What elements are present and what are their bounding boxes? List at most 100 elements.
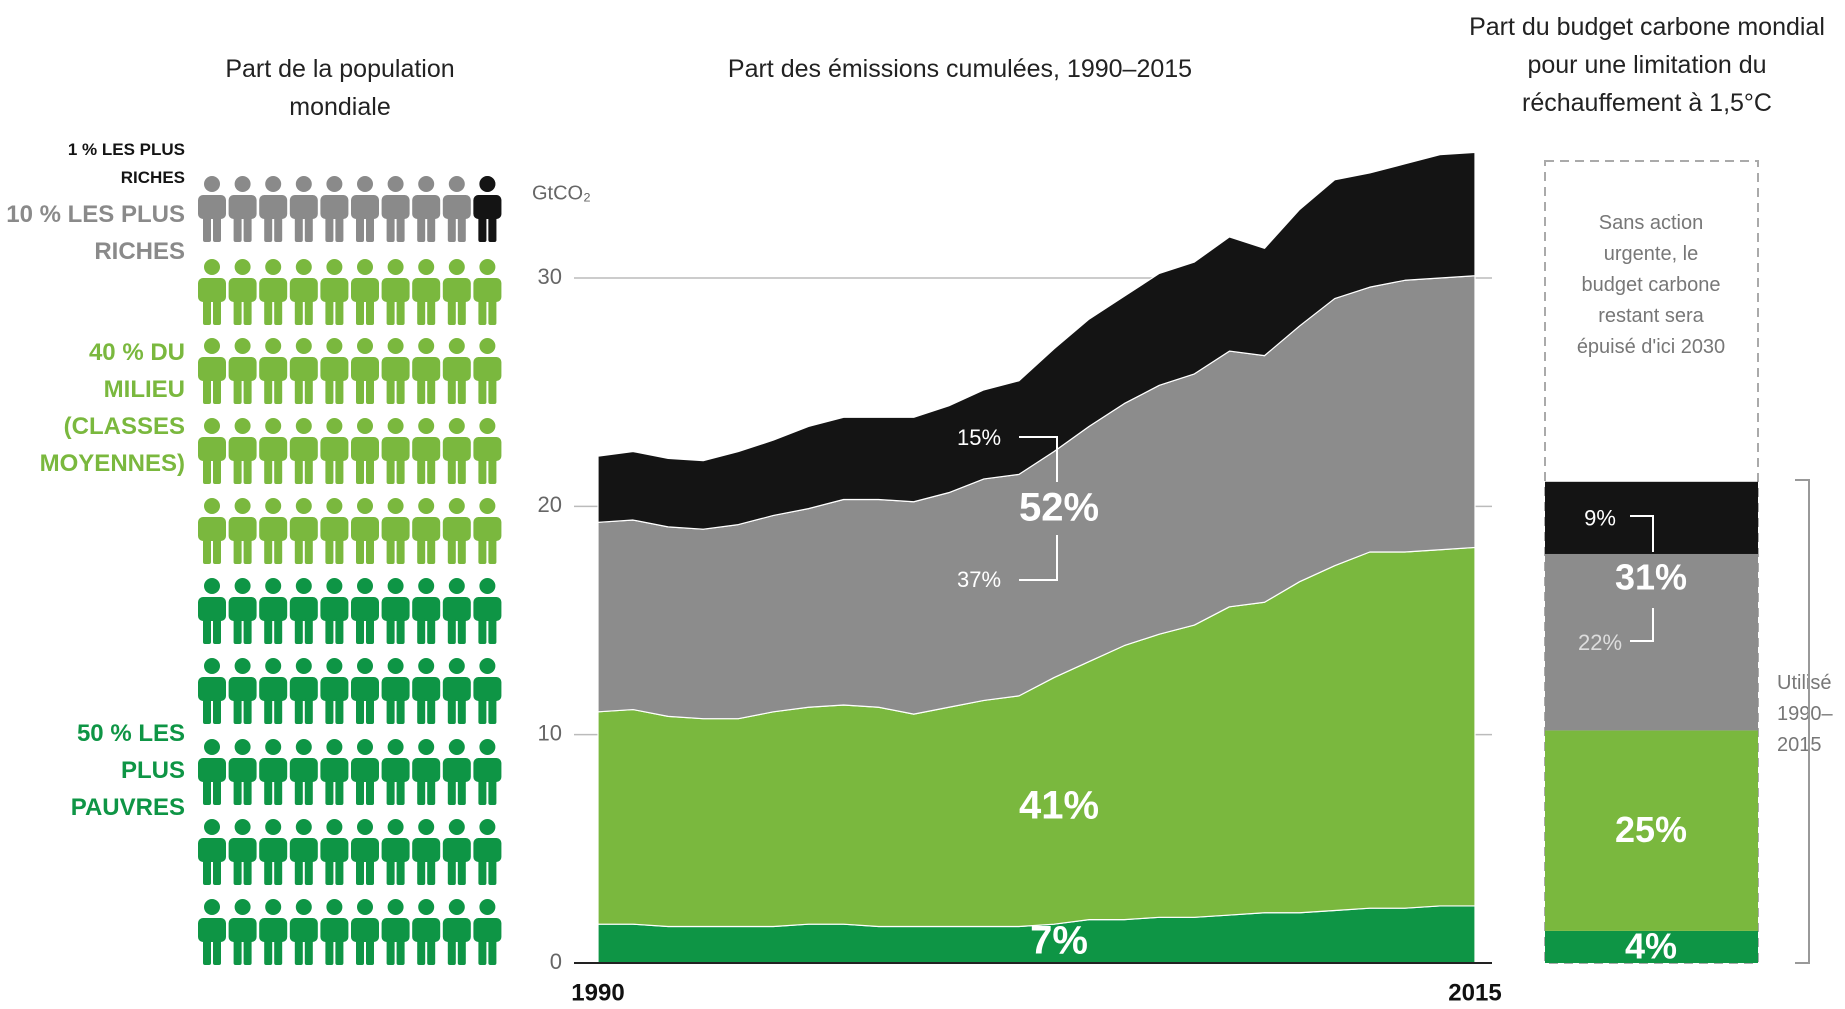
icon-leg	[233, 299, 242, 325]
person-icon	[351, 418, 379, 484]
icon-leg	[457, 299, 466, 325]
icon-leg	[366, 618, 374, 644]
icon-leg	[264, 618, 273, 644]
icon-head	[418, 578, 435, 594]
legend-label: 10 % LES PLUS RICHES	[6, 201, 185, 265]
y-tick-label: 0	[550, 949, 562, 974]
person-icon	[228, 498, 257, 564]
icon-body	[381, 758, 410, 782]
icon-body	[442, 437, 471, 461]
icon-leg	[264, 939, 273, 965]
icon-leg	[304, 216, 313, 242]
icon-body	[289, 918, 318, 942]
icon-leg	[274, 378, 283, 404]
person-icon	[351, 899, 379, 965]
icon-leg	[417, 859, 426, 885]
icon-body	[412, 918, 441, 942]
person-icon	[442, 658, 471, 724]
person-icon	[198, 739, 226, 805]
icon-body	[228, 195, 257, 219]
icon-leg	[335, 698, 344, 724]
person-icon	[412, 176, 441, 242]
icon-leg	[366, 939, 374, 965]
icon-body	[381, 677, 410, 701]
icon-leg	[396, 216, 405, 242]
person-icon	[473, 899, 502, 965]
icon-leg	[457, 618, 466, 644]
icon-leg	[478, 378, 487, 404]
person-icon	[412, 418, 441, 484]
icon-leg	[233, 216, 242, 242]
icon-body	[351, 677, 379, 701]
icon-body	[351, 838, 379, 862]
icon-leg	[427, 859, 436, 885]
icon-head	[204, 338, 220, 354]
icon-body	[412, 357, 441, 381]
icon-head	[204, 899, 220, 915]
icon-head	[479, 819, 496, 835]
icon-body	[381, 437, 410, 461]
icon-leg	[457, 458, 466, 484]
icon-body	[442, 195, 471, 219]
icon-head	[479, 578, 496, 594]
icon-leg	[417, 939, 426, 965]
icon-head	[204, 176, 220, 192]
icon-body	[473, 437, 502, 461]
icon-body	[381, 357, 410, 381]
icon-leg	[325, 779, 334, 805]
annotation: 7%	[1030, 919, 1088, 963]
icon-leg	[304, 698, 313, 724]
person-icon	[320, 259, 349, 325]
icon-head	[234, 259, 251, 275]
icon-body	[442, 677, 471, 701]
person-icon	[289, 418, 318, 484]
icon-leg	[366, 698, 374, 724]
icon-leg	[447, 216, 456, 242]
icon-head	[265, 899, 282, 915]
icon-body	[351, 597, 379, 621]
icon-leg	[356, 859, 364, 885]
icon-leg	[243, 698, 252, 724]
icon-leg	[457, 779, 466, 805]
icon-leg	[417, 458, 426, 484]
person-icon	[381, 658, 410, 724]
value-label: 25%	[1615, 809, 1687, 850]
icon-head	[479, 498, 496, 514]
icon-leg	[396, 859, 405, 885]
icon-leg	[213, 698, 221, 724]
icon-body	[381, 517, 410, 541]
icon-leg	[386, 216, 395, 242]
icon-leg	[203, 859, 211, 885]
person-icon	[259, 338, 288, 404]
icon-body	[289, 195, 318, 219]
icon-body	[228, 838, 257, 862]
icon-leg	[294, 618, 303, 644]
icon-head	[387, 819, 404, 835]
icon-head	[234, 176, 251, 192]
icon-leg	[325, 458, 334, 484]
icon-leg	[447, 458, 456, 484]
icon-body	[289, 838, 318, 862]
person-icon	[289, 259, 318, 325]
icon-leg	[447, 859, 456, 885]
person-icon	[289, 498, 318, 564]
icon-leg	[488, 538, 497, 564]
person-icon	[351, 259, 379, 325]
icon-leg	[366, 378, 374, 404]
annotation: 52%	[1019, 486, 1099, 530]
person-icon	[412, 498, 441, 564]
icon-head	[418, 739, 435, 755]
icon-body	[228, 758, 257, 782]
person-icon	[412, 819, 441, 885]
icon-leg	[386, 378, 395, 404]
icon-leg	[447, 939, 456, 965]
icon-leg	[274, 216, 283, 242]
icon-leg	[335, 859, 344, 885]
icon-leg	[457, 378, 466, 404]
icon-leg	[203, 378, 211, 404]
icon-leg	[294, 859, 303, 885]
icon-leg	[233, 378, 242, 404]
icon-leg	[427, 458, 436, 484]
annotation: 37%	[957, 567, 1001, 592]
